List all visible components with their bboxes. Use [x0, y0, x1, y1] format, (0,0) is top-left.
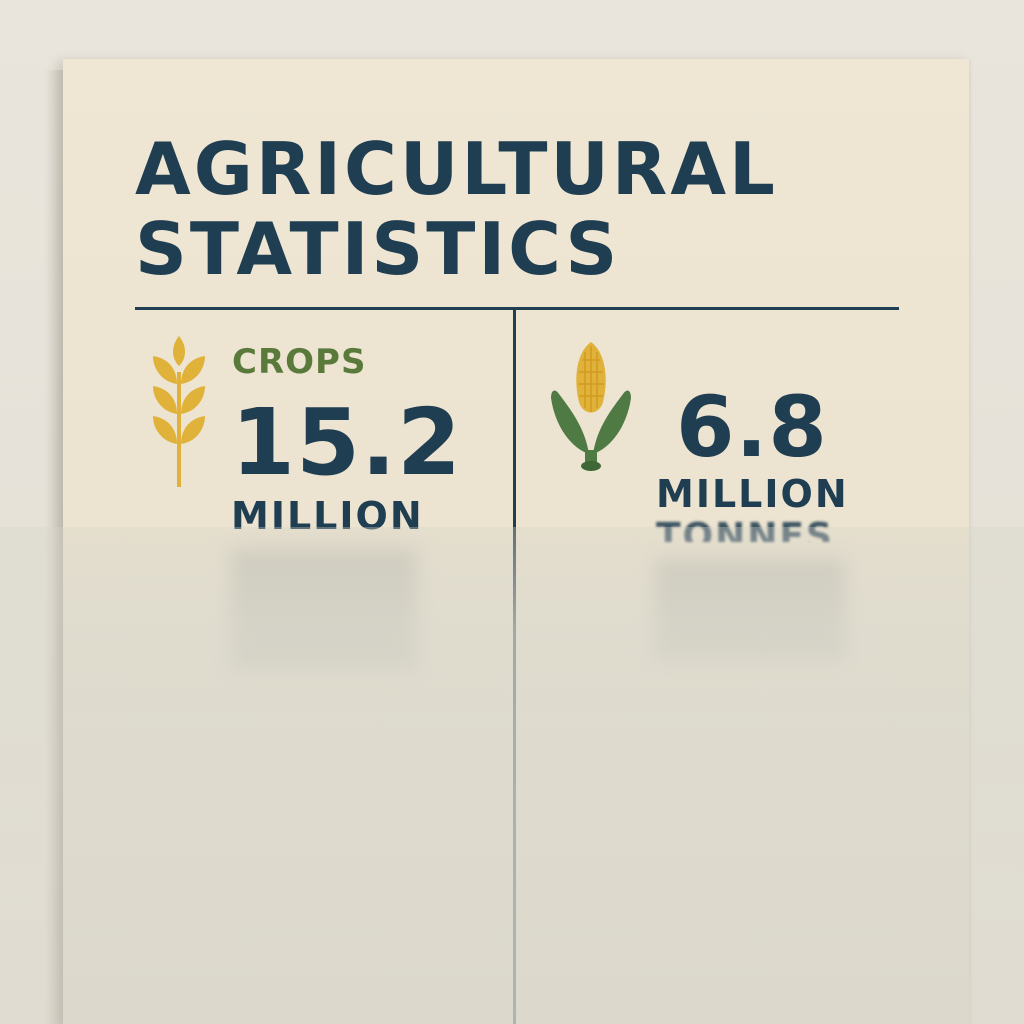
- crops-value: 15.2: [231, 389, 462, 496]
- title-line-2: STATISTICS: [135, 207, 621, 291]
- wheat-icon: [153, 336, 205, 487]
- crops-label: CROPS: [232, 342, 367, 382]
- tonnes-value: 6.8: [676, 378, 828, 476]
- poster: AGRICULTURAL STATISTICS CROPS 15.2 MILLI…: [63, 59, 969, 1024]
- title-line-1: AGRICULTURAL: [135, 127, 778, 211]
- tonnes-unit: MILLION: [656, 472, 849, 516]
- fog-overlay: [63, 529, 969, 1024]
- corn-icon: [551, 342, 631, 471]
- poster-title: AGRICULTURAL STATISTICS: [135, 129, 778, 289]
- horizontal-divider: [135, 307, 899, 310]
